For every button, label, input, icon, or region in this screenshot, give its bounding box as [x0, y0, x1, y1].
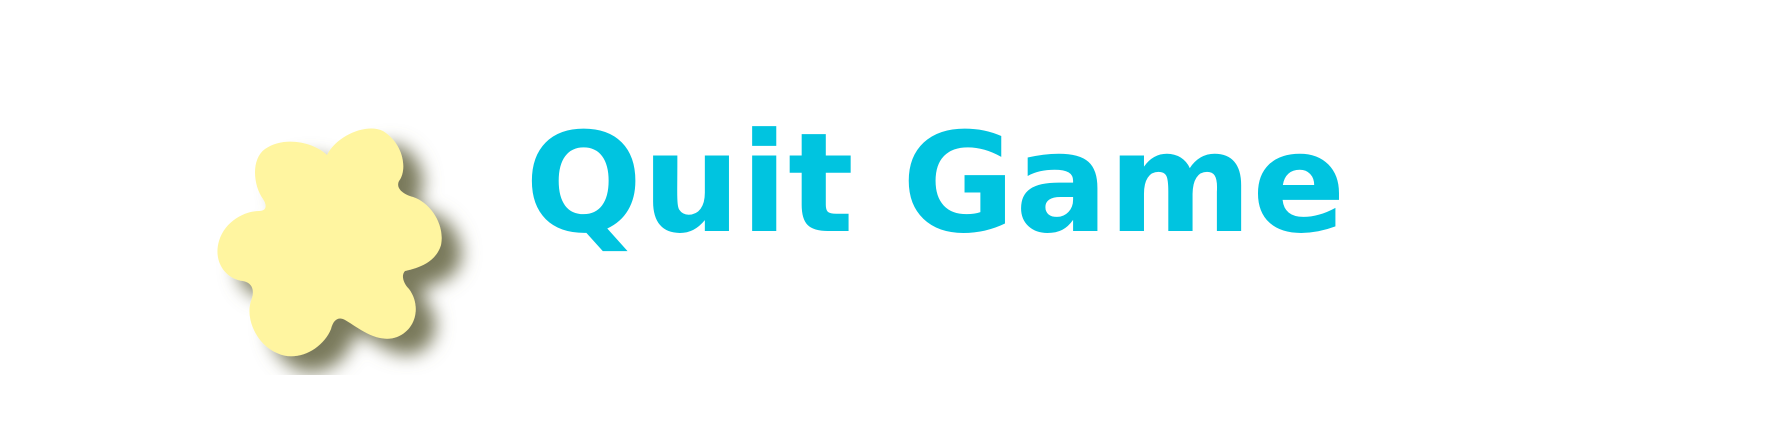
- quit-game-label: Quit Game: [525, 103, 1346, 264]
- yellow-splat-icon: [217, 128, 442, 357]
- quit-game-button[interactable]: Quit Game: [195, 95, 1455, 375]
